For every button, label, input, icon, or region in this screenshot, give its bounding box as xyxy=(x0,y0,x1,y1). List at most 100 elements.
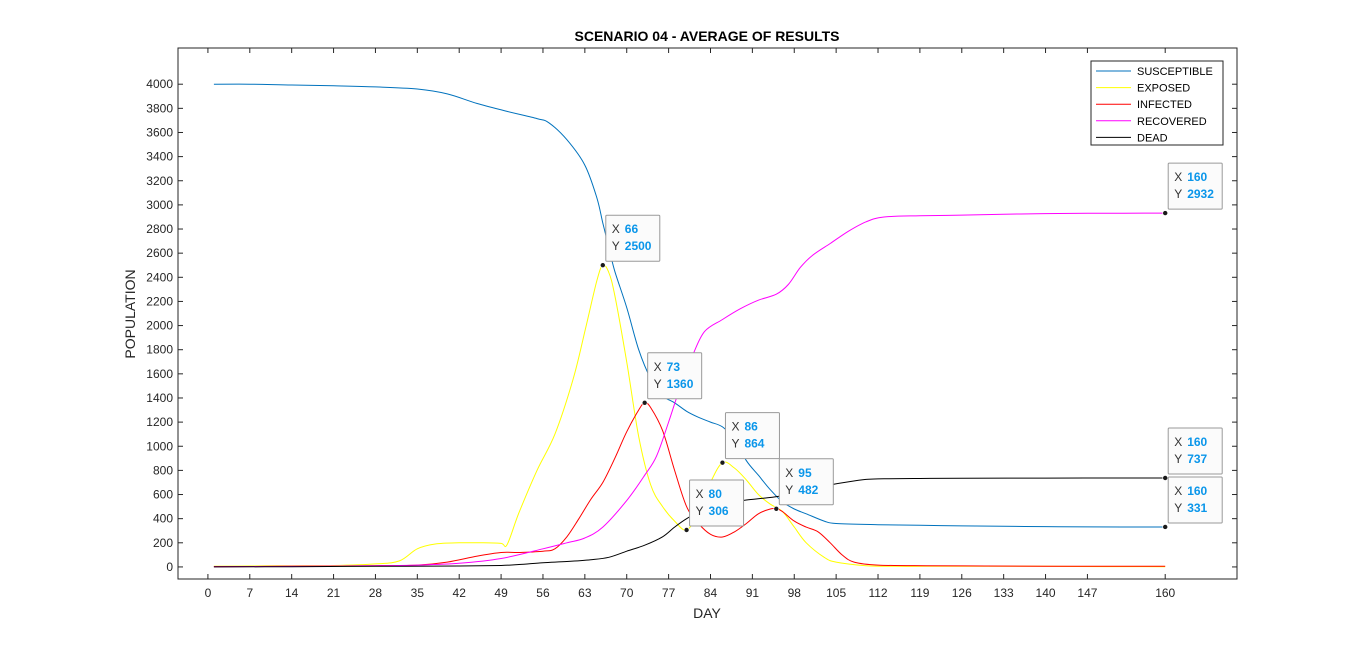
y-axis: 0 200 400 600 800 1000 1200 1400 1600 1800 2000 220… xyxy=(146,77,1237,574)
legend-label: SUSCEPTIBLE xyxy=(1137,66,1213,78)
series-line-recovered xyxy=(213,212,1166,568)
legend-item-recovered[interactable]: RECOVERED xyxy=(1096,116,1207,128)
y-tick-label: 2800 xyxy=(146,222,173,236)
datatip-box xyxy=(605,214,661,262)
datatip-x-key: X xyxy=(1174,170,1182,184)
datatip-x-key: X xyxy=(785,466,793,480)
datatip-y-key: Y xyxy=(1174,187,1182,201)
datatip-marker[interactable] xyxy=(719,459,726,466)
y-tick-label: 0 xyxy=(166,560,173,574)
legend-item-susceptible[interactable]: SUSCEPTIBLE xyxy=(1096,66,1213,78)
y-tick-label: 400 xyxy=(153,512,173,526)
x-tick-label: 14 xyxy=(285,586,299,600)
x-tick-label: 126 xyxy=(952,586,972,600)
y-tick-label: 600 xyxy=(153,488,173,502)
legend-item-infected[interactable]: INFECTED xyxy=(1096,99,1192,111)
datatip-marker[interactable] xyxy=(683,527,690,533)
datatip-box xyxy=(724,412,780,460)
x-tick-label: 160 xyxy=(1155,586,1175,600)
y-tick-label: 2600 xyxy=(146,246,173,260)
datatip-y-key: Y xyxy=(731,437,739,451)
x-tick-label: 70 xyxy=(620,586,634,600)
datatip[interactable]: X 66 Y 2500 xyxy=(599,214,661,269)
x-tick-label: 49 xyxy=(494,586,508,600)
datatip-marker[interactable] xyxy=(641,400,648,406)
datatip-x-key: X xyxy=(1174,435,1182,449)
legend-item-dead[interactable]: DEAD xyxy=(1096,132,1168,144)
datatip-y-key: Y xyxy=(612,239,620,253)
datatip-y-key: Y xyxy=(654,377,662,391)
datatip-marker[interactable] xyxy=(773,505,780,512)
y-tick-label: 2000 xyxy=(146,319,173,333)
datatip-x-value: 160 xyxy=(1187,170,1207,184)
x-tick-label: 42 xyxy=(453,586,467,600)
y-tick-label: 3000 xyxy=(146,198,173,212)
datatip-y-key: Y xyxy=(696,504,704,518)
datatip-x-value: 95 xyxy=(798,466,812,480)
datatip[interactable]: X 95 Y 482 xyxy=(773,458,834,512)
datatip-y-key: Y xyxy=(785,483,793,497)
datatip-y-value: 306 xyxy=(709,504,729,518)
datatip-y-value: 1360 xyxy=(667,377,694,391)
datatip-box xyxy=(689,479,745,527)
x-tick-label: 35 xyxy=(411,586,425,600)
x-tick-label: 133 xyxy=(994,586,1014,600)
datatip[interactable]: X 73 Y 1360 xyxy=(641,352,703,406)
datatip-x-key: X xyxy=(612,222,620,236)
datatip-x-key: X xyxy=(1174,484,1182,498)
x-tick-label: 7 xyxy=(246,586,253,600)
datatip-marker[interactable] xyxy=(1162,210,1169,216)
datatip[interactable]: X 160 Y 737 xyxy=(1162,427,1223,481)
x-tick-label: 140 xyxy=(1036,586,1056,600)
series-line-susceptible xyxy=(213,83,1166,528)
x-tick-label: 119 xyxy=(910,586,929,600)
datatip[interactable]: X 86 Y 864 xyxy=(719,412,780,466)
x-tick-label: 63 xyxy=(578,586,592,600)
x-tick-label: 56 xyxy=(536,586,550,600)
x-tick-label: 147 xyxy=(1077,586,1097,600)
x-tick-label: 112 xyxy=(868,586,887,600)
legend-box xyxy=(1090,60,1224,146)
datatip-box xyxy=(647,352,703,400)
y-tick-label: 3800 xyxy=(146,101,173,115)
x-tick-label: 77 xyxy=(662,586,676,600)
series-line-exposed xyxy=(213,264,1166,568)
datatip[interactable]: X 160 Y 2932 xyxy=(1162,162,1223,216)
y-tick-label: 3600 xyxy=(146,125,173,139)
y-tick-label: 2400 xyxy=(146,270,173,284)
y-tick-label: 3200 xyxy=(146,174,173,188)
y-axis-label: POPULATION xyxy=(122,269,138,358)
datatip-x-value: 160 xyxy=(1187,435,1207,449)
y-tick-label: 1000 xyxy=(146,439,173,453)
series-line-infected xyxy=(213,402,1166,568)
datatip-x-value: 80 xyxy=(709,487,723,501)
datatip-x-key: X xyxy=(731,420,739,434)
x-tick-label: 91 xyxy=(746,586,760,600)
datatip-x-key: X xyxy=(654,360,662,374)
datatip-box xyxy=(778,458,834,506)
x-axis: 0 7 14 21 28 35 42 49 56 63 70 77 84 91 98 105 112 119 126… xyxy=(205,48,1176,600)
datatip-y-value: 2500 xyxy=(625,239,652,253)
datatip-marker[interactable] xyxy=(1162,475,1169,481)
series-layer xyxy=(213,83,1166,568)
legend-label: EXPOSED xyxy=(1137,83,1190,95)
datatip-y-value: 331 xyxy=(1187,501,1207,515)
datatip-y-value: 737 xyxy=(1187,452,1207,466)
datatip-marker[interactable] xyxy=(599,262,606,269)
datatip-y-key: Y xyxy=(1174,452,1182,466)
y-tick-label: 2200 xyxy=(146,294,173,308)
legend-label: INFECTED xyxy=(1137,99,1192,111)
datatip[interactable]: X 80 Y 306 xyxy=(683,479,745,533)
datatip[interactable]: X 160 Y 331 xyxy=(1162,476,1223,530)
x-tick-label: 84 xyxy=(704,586,718,600)
datatip-y-value: 2932 xyxy=(1187,187,1214,201)
x-tick-label: 0 xyxy=(205,586,212,600)
x-tick-label: 98 xyxy=(788,586,802,600)
legend-label: RECOVERED xyxy=(1137,116,1207,128)
y-tick-label: 4000 xyxy=(146,77,173,91)
legend-item-exposed[interactable]: EXPOSED xyxy=(1096,83,1190,95)
datatip-marker[interactable] xyxy=(1162,524,1169,530)
legend[interactable]: SUSCEPTIBLE EXPOSED INFECTED RECOVERED DEAD xyxy=(1090,60,1224,146)
datatip-y-value: 864 xyxy=(744,437,764,451)
